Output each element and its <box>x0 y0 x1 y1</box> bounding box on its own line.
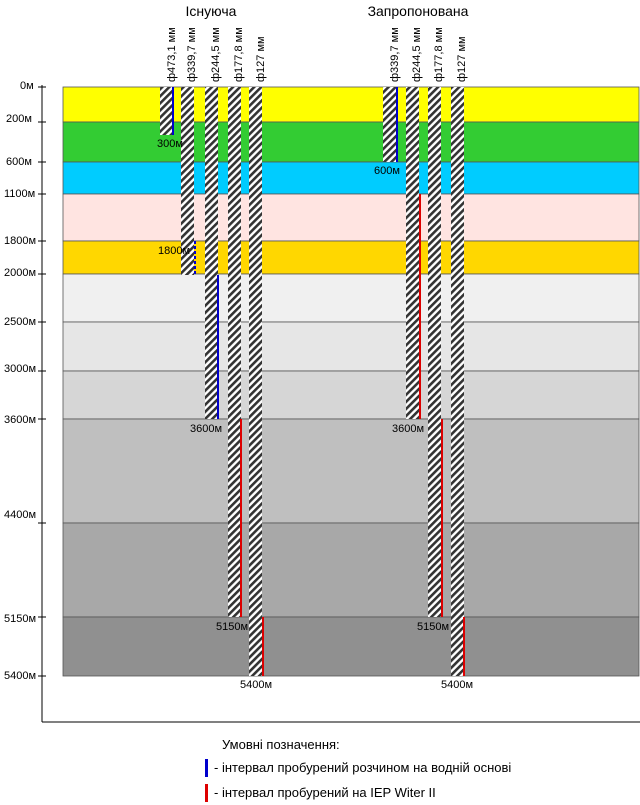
shoe-label-existing-3600: 3600м <box>190 423 222 435</box>
depth-label-5400: 5400м <box>4 670 36 682</box>
depth-label-5150: 5150м <box>4 613 36 625</box>
stratum-2 <box>62 121 640 163</box>
diameter-label-proposed-244: ф244,5 мм <box>411 27 423 82</box>
depth-label-3000: 3000м <box>4 363 36 375</box>
stratum-6 <box>62 273 640 323</box>
stratum-8 <box>62 370 640 420</box>
column-title-proposed: Запропонована <box>368 3 469 19</box>
stratum-5 <box>62 240 640 275</box>
column-title-existing: Існуюча <box>186 3 237 19</box>
shoe-label-existing-300: 300м <box>157 138 183 150</box>
casing-existing-127 <box>249 87 262 676</box>
depth-label-600: 600м <box>6 156 32 168</box>
diameter-label-existing-127: ф127 мм <box>255 36 267 82</box>
legend: Умовні позначення: - інтервал пробурений… <box>196 735 511 805</box>
casing-proposed-177 <box>428 87 441 617</box>
legend-item-witer: - інтервал пробурений на IEP Witer II <box>196 780 511 805</box>
diameter-label-proposed-339: ф339,7 мм <box>389 27 401 82</box>
shoe-label-existing-5400: 5400м <box>240 679 272 691</box>
casing-existing-177 <box>228 87 241 617</box>
depth-label-1800: 1800м <box>4 235 36 247</box>
depth-label-200: 200м <box>6 113 32 125</box>
drilled-intervals <box>172 87 465 676</box>
depth-label-2000: 2000м <box>4 267 36 279</box>
casing-proposed-244 <box>406 87 419 419</box>
legend-label-witer: - інтервал пробурений на IEP Witer II <box>214 785 436 800</box>
well-construction-diagram: Існуюча Запропонована ф473,1 мм ф339,7 м… <box>4 3 640 723</box>
diameter-label-proposed-127: ф127 мм <box>456 36 468 82</box>
legend-title: Умовні позначення: <box>222 737 340 752</box>
casing-existing-244 <box>205 87 218 419</box>
diameter-label-existing-339: ф339,7 мм <box>186 27 198 82</box>
stratum-11 <box>62 616 640 677</box>
casing-existing-339 <box>181 87 194 275</box>
stratum-7 <box>62 321 640 372</box>
depth-label-0: 0м <box>20 80 34 92</box>
legend-label-water-based: - інтервал пробурений розчином на водній… <box>214 760 512 775</box>
diameter-label-existing-244: ф244,5 мм <box>210 27 222 82</box>
legend-swatch-witer <box>205 783 208 802</box>
strata-layers <box>62 86 640 677</box>
depth-label-4400: 4400м <box>4 509 36 521</box>
legend-item-water-based: - інтервал пробурений розчином на водній… <box>196 755 511 780</box>
casings <box>160 87 464 676</box>
shoe-label-existing-5150: 5150м <box>216 621 248 633</box>
shoe-label-proposed-3600: 3600м <box>392 423 424 435</box>
casing-proposed-339 <box>383 87 396 162</box>
stratum-3 <box>62 161 640 195</box>
diameter-label-existing-177: ф177,8 мм <box>233 27 245 82</box>
stratum-1 <box>62 86 640 123</box>
depth-label-3600: 3600м <box>4 414 36 426</box>
depth-label-1100: 1100м <box>4 188 35 200</box>
diameter-label-proposed-177: ф177,8 мм <box>433 27 445 82</box>
casing-existing-473 <box>160 87 173 135</box>
legend-swatch-water-based <box>205 758 208 777</box>
stratum-10 <box>62 522 640 618</box>
stratum-4 <box>62 193 640 242</box>
diameter-label-existing-473: ф473,1 мм <box>166 27 178 82</box>
depth-ticks <box>38 86 46 677</box>
shoe-label-proposed-5150: 5150м <box>417 621 449 633</box>
casing-proposed-127 <box>451 87 464 676</box>
shoe-label-existing-1800: 1800м <box>158 245 190 257</box>
shoe-label-proposed-600: 600м <box>374 165 400 177</box>
depth-label-2500: 2500м <box>4 316 36 328</box>
stratum-9 <box>62 418 640 524</box>
shoe-label-proposed-5400: 5400м <box>441 679 473 691</box>
